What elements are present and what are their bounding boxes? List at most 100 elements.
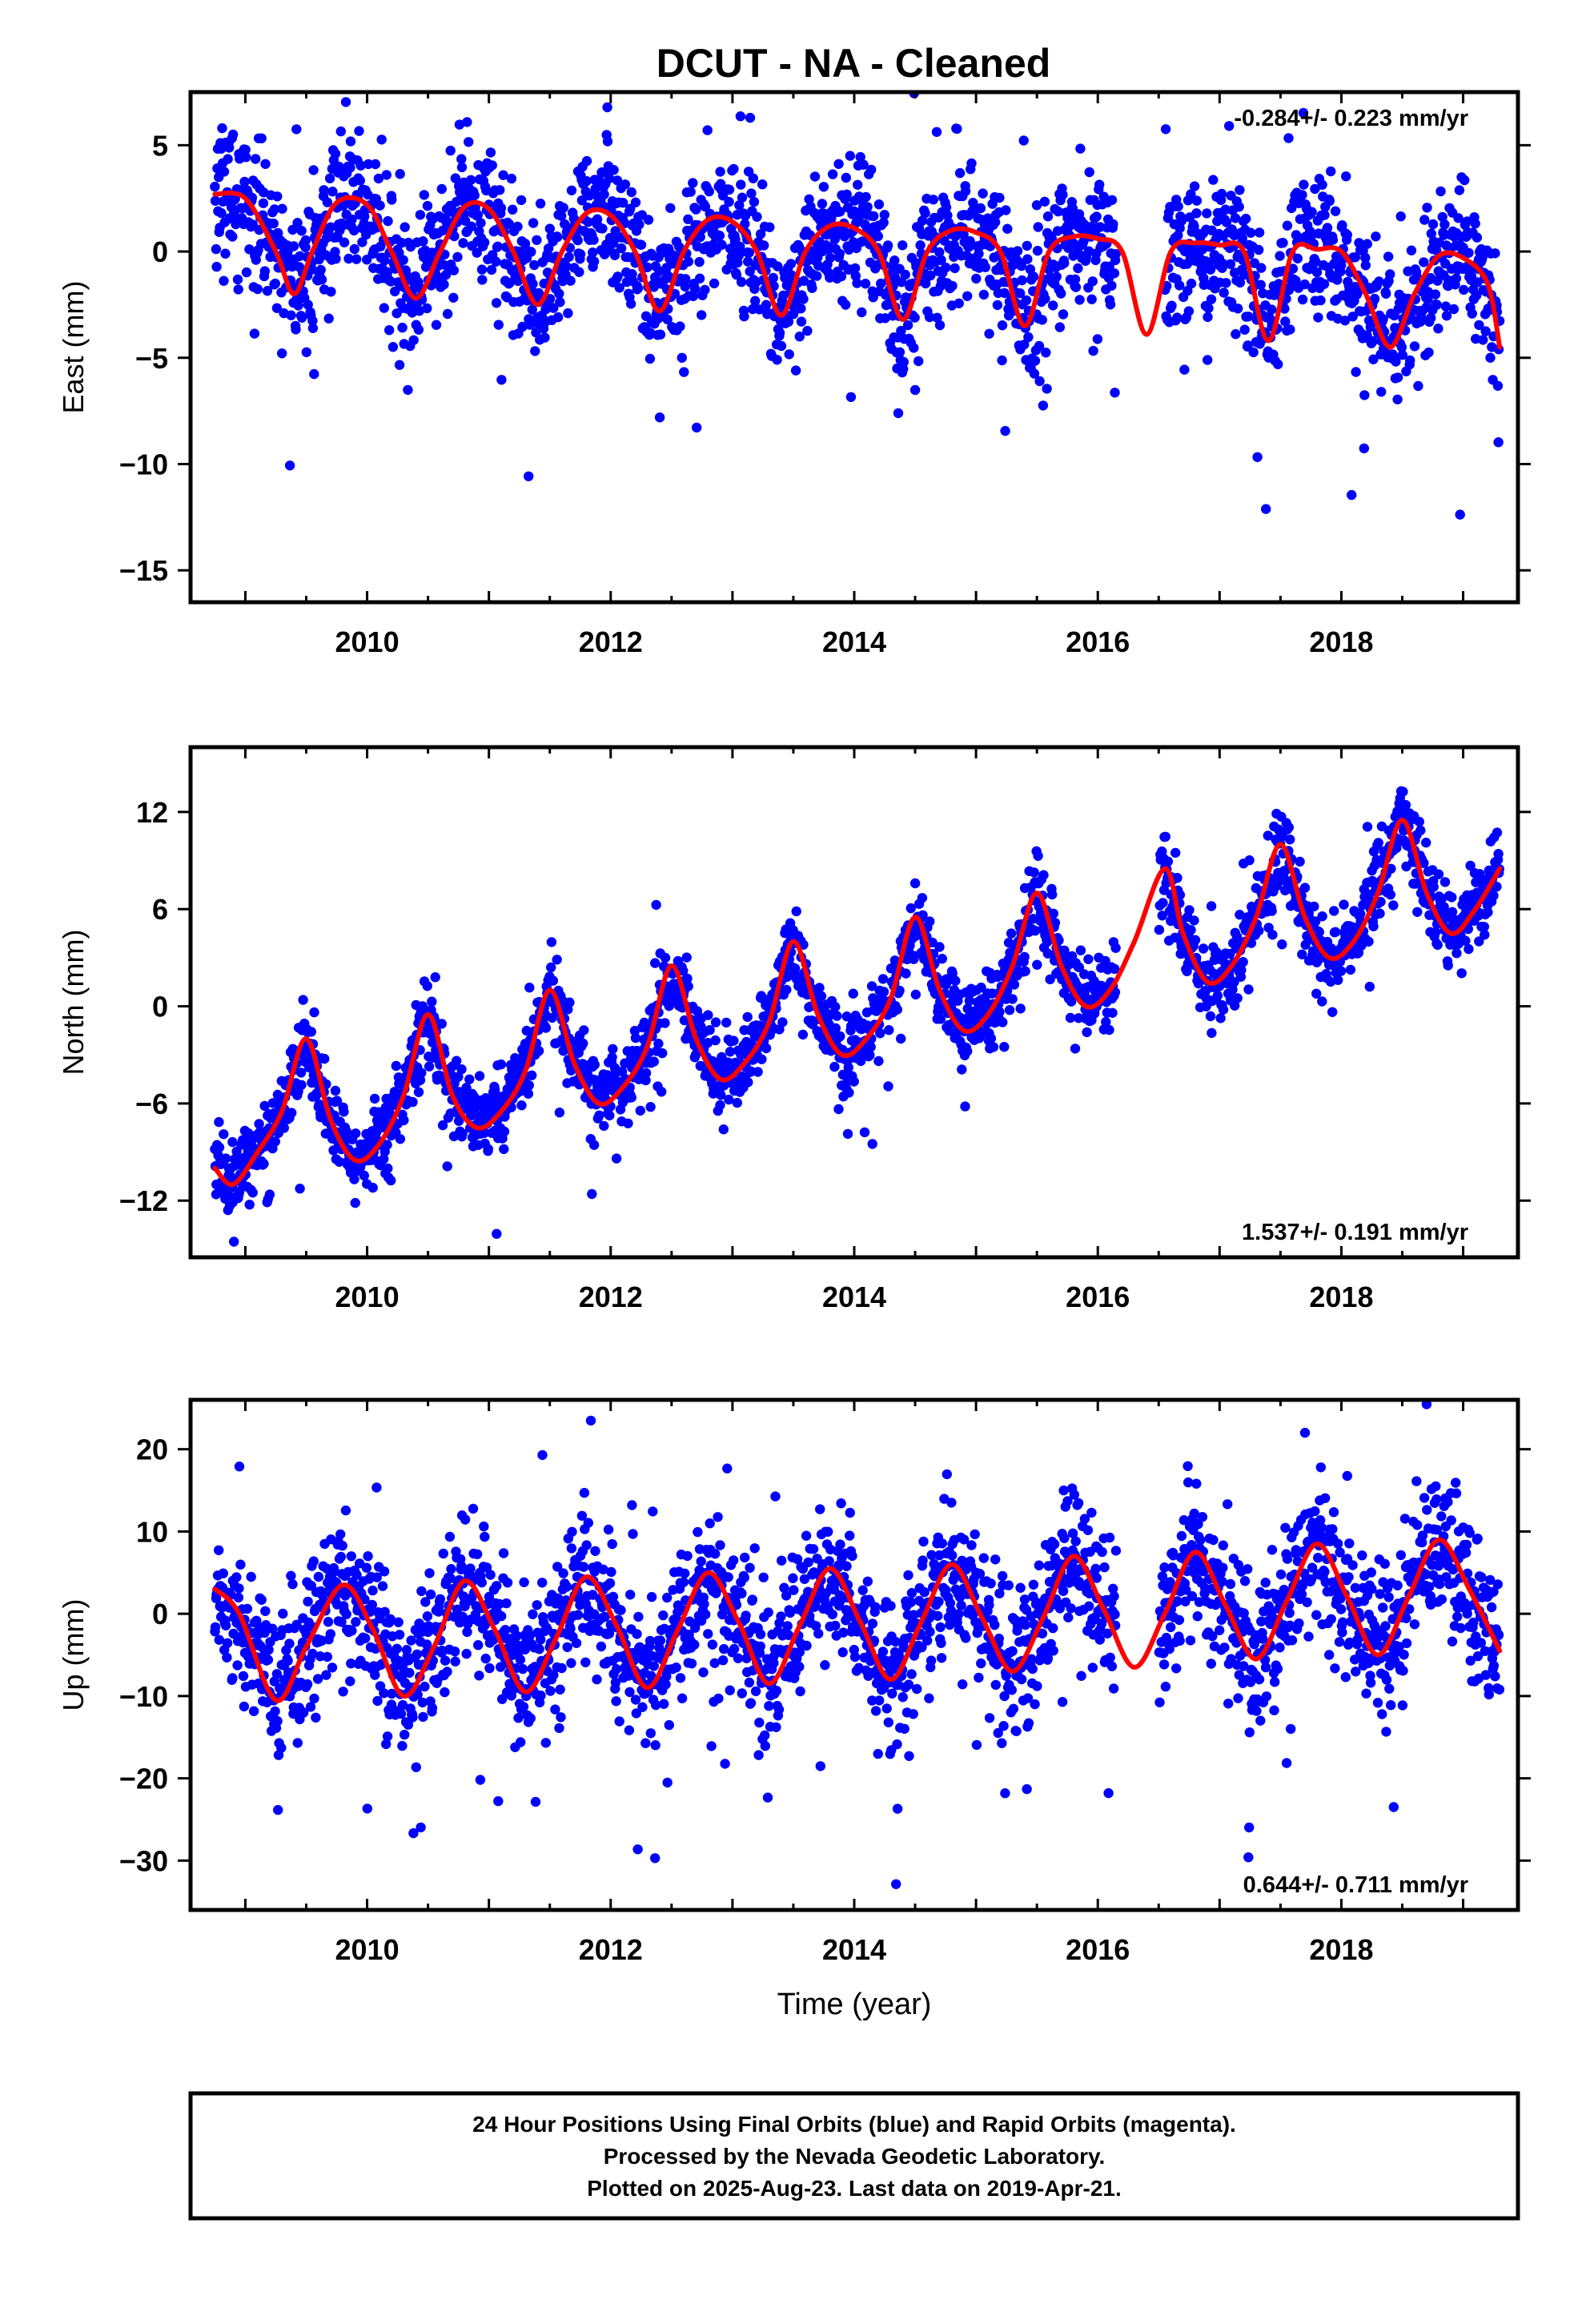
data-point (1108, 219, 1118, 229)
data-point (302, 348, 311, 357)
data-point (807, 283, 817, 293)
data-point (798, 294, 808, 304)
data-point (883, 1081, 893, 1091)
data-point (368, 1183, 378, 1192)
data-point (555, 297, 564, 307)
data-point (234, 284, 243, 294)
data-point (910, 879, 920, 888)
data-point (336, 127, 346, 136)
data-point (1447, 892, 1456, 902)
x-tick-label: 2014 (822, 625, 886, 658)
data-point (227, 231, 237, 241)
data-point (371, 159, 380, 169)
data-point (579, 1025, 588, 1035)
data-point (1431, 289, 1440, 299)
data-point (998, 1017, 1007, 1027)
data-point (222, 1653, 231, 1663)
data-point (250, 328, 259, 338)
data-point (1423, 348, 1433, 357)
data-point (1158, 898, 1167, 907)
data-point (700, 285, 709, 295)
data-point (950, 263, 959, 273)
data-point (633, 283, 643, 293)
data-point (587, 1189, 596, 1199)
data-point (1293, 254, 1303, 263)
data-point (307, 1027, 316, 1036)
data-point (1074, 295, 1084, 304)
data-point (228, 130, 238, 139)
data-point (993, 300, 1002, 310)
data-point (1184, 306, 1194, 316)
data-point (245, 1200, 255, 1209)
data-point (234, 1593, 243, 1602)
data-point (1085, 167, 1094, 177)
data-point (420, 190, 429, 199)
data-point (1471, 219, 1480, 228)
data-point (1346, 965, 1355, 975)
data-point (564, 252, 573, 262)
data-point (488, 160, 497, 170)
data-point (845, 151, 855, 160)
data-point (1056, 288, 1066, 298)
data-point (477, 275, 487, 284)
data-point (785, 349, 794, 359)
data-point (1244, 855, 1254, 865)
data-point (338, 1687, 347, 1696)
y-tick-label: −15 (119, 554, 168, 587)
data-point (516, 1100, 526, 1110)
data-point (284, 1638, 294, 1648)
data-point (889, 255, 899, 265)
data-point (578, 1039, 588, 1048)
data-point (1261, 504, 1271, 513)
data-point (271, 279, 280, 288)
data-point (1243, 984, 1253, 994)
data-point (221, 1153, 231, 1163)
data-point (869, 211, 878, 221)
data-point (289, 241, 299, 251)
data-point (277, 204, 287, 214)
y-axis-label: North (mm) (57, 930, 90, 1076)
data-point (825, 253, 835, 263)
data-point (960, 1101, 970, 1111)
data-point (1174, 280, 1184, 290)
data-point (868, 1139, 877, 1148)
data-point (737, 193, 747, 203)
data-point (1010, 979, 1019, 989)
data-point (1239, 957, 1248, 967)
data-point (495, 185, 504, 195)
data-point (486, 147, 496, 157)
data-point (1023, 332, 1033, 342)
data-point (798, 1030, 808, 1039)
data-point (938, 954, 947, 963)
data-point (308, 165, 318, 175)
data-point (1254, 926, 1263, 935)
data-point (1464, 944, 1473, 954)
data-point (759, 240, 769, 250)
data-point (655, 412, 665, 422)
data-point (1203, 312, 1212, 322)
y-tick-label: −6 (135, 1088, 168, 1120)
data-point (338, 1541, 347, 1550)
data-point (962, 1046, 972, 1055)
data-point (947, 281, 957, 291)
data-point (1206, 1011, 1215, 1021)
data-point (814, 983, 824, 992)
data-point (1022, 296, 1031, 305)
data-point (1163, 857, 1173, 866)
data-point (1058, 309, 1068, 319)
data-point (524, 1080, 534, 1090)
data-point (547, 937, 556, 947)
data-point (1235, 185, 1244, 195)
data-point (603, 136, 612, 146)
data-point (844, 1063, 853, 1072)
data-point (211, 1622, 220, 1632)
data-point (1191, 208, 1201, 218)
data-point (656, 330, 665, 340)
data-point (259, 1159, 268, 1168)
data-point (491, 257, 500, 267)
data-point (682, 952, 692, 962)
data-point (1254, 245, 1263, 255)
data-point (1485, 353, 1495, 363)
data-point (552, 232, 562, 242)
data-point (527, 1071, 536, 1080)
